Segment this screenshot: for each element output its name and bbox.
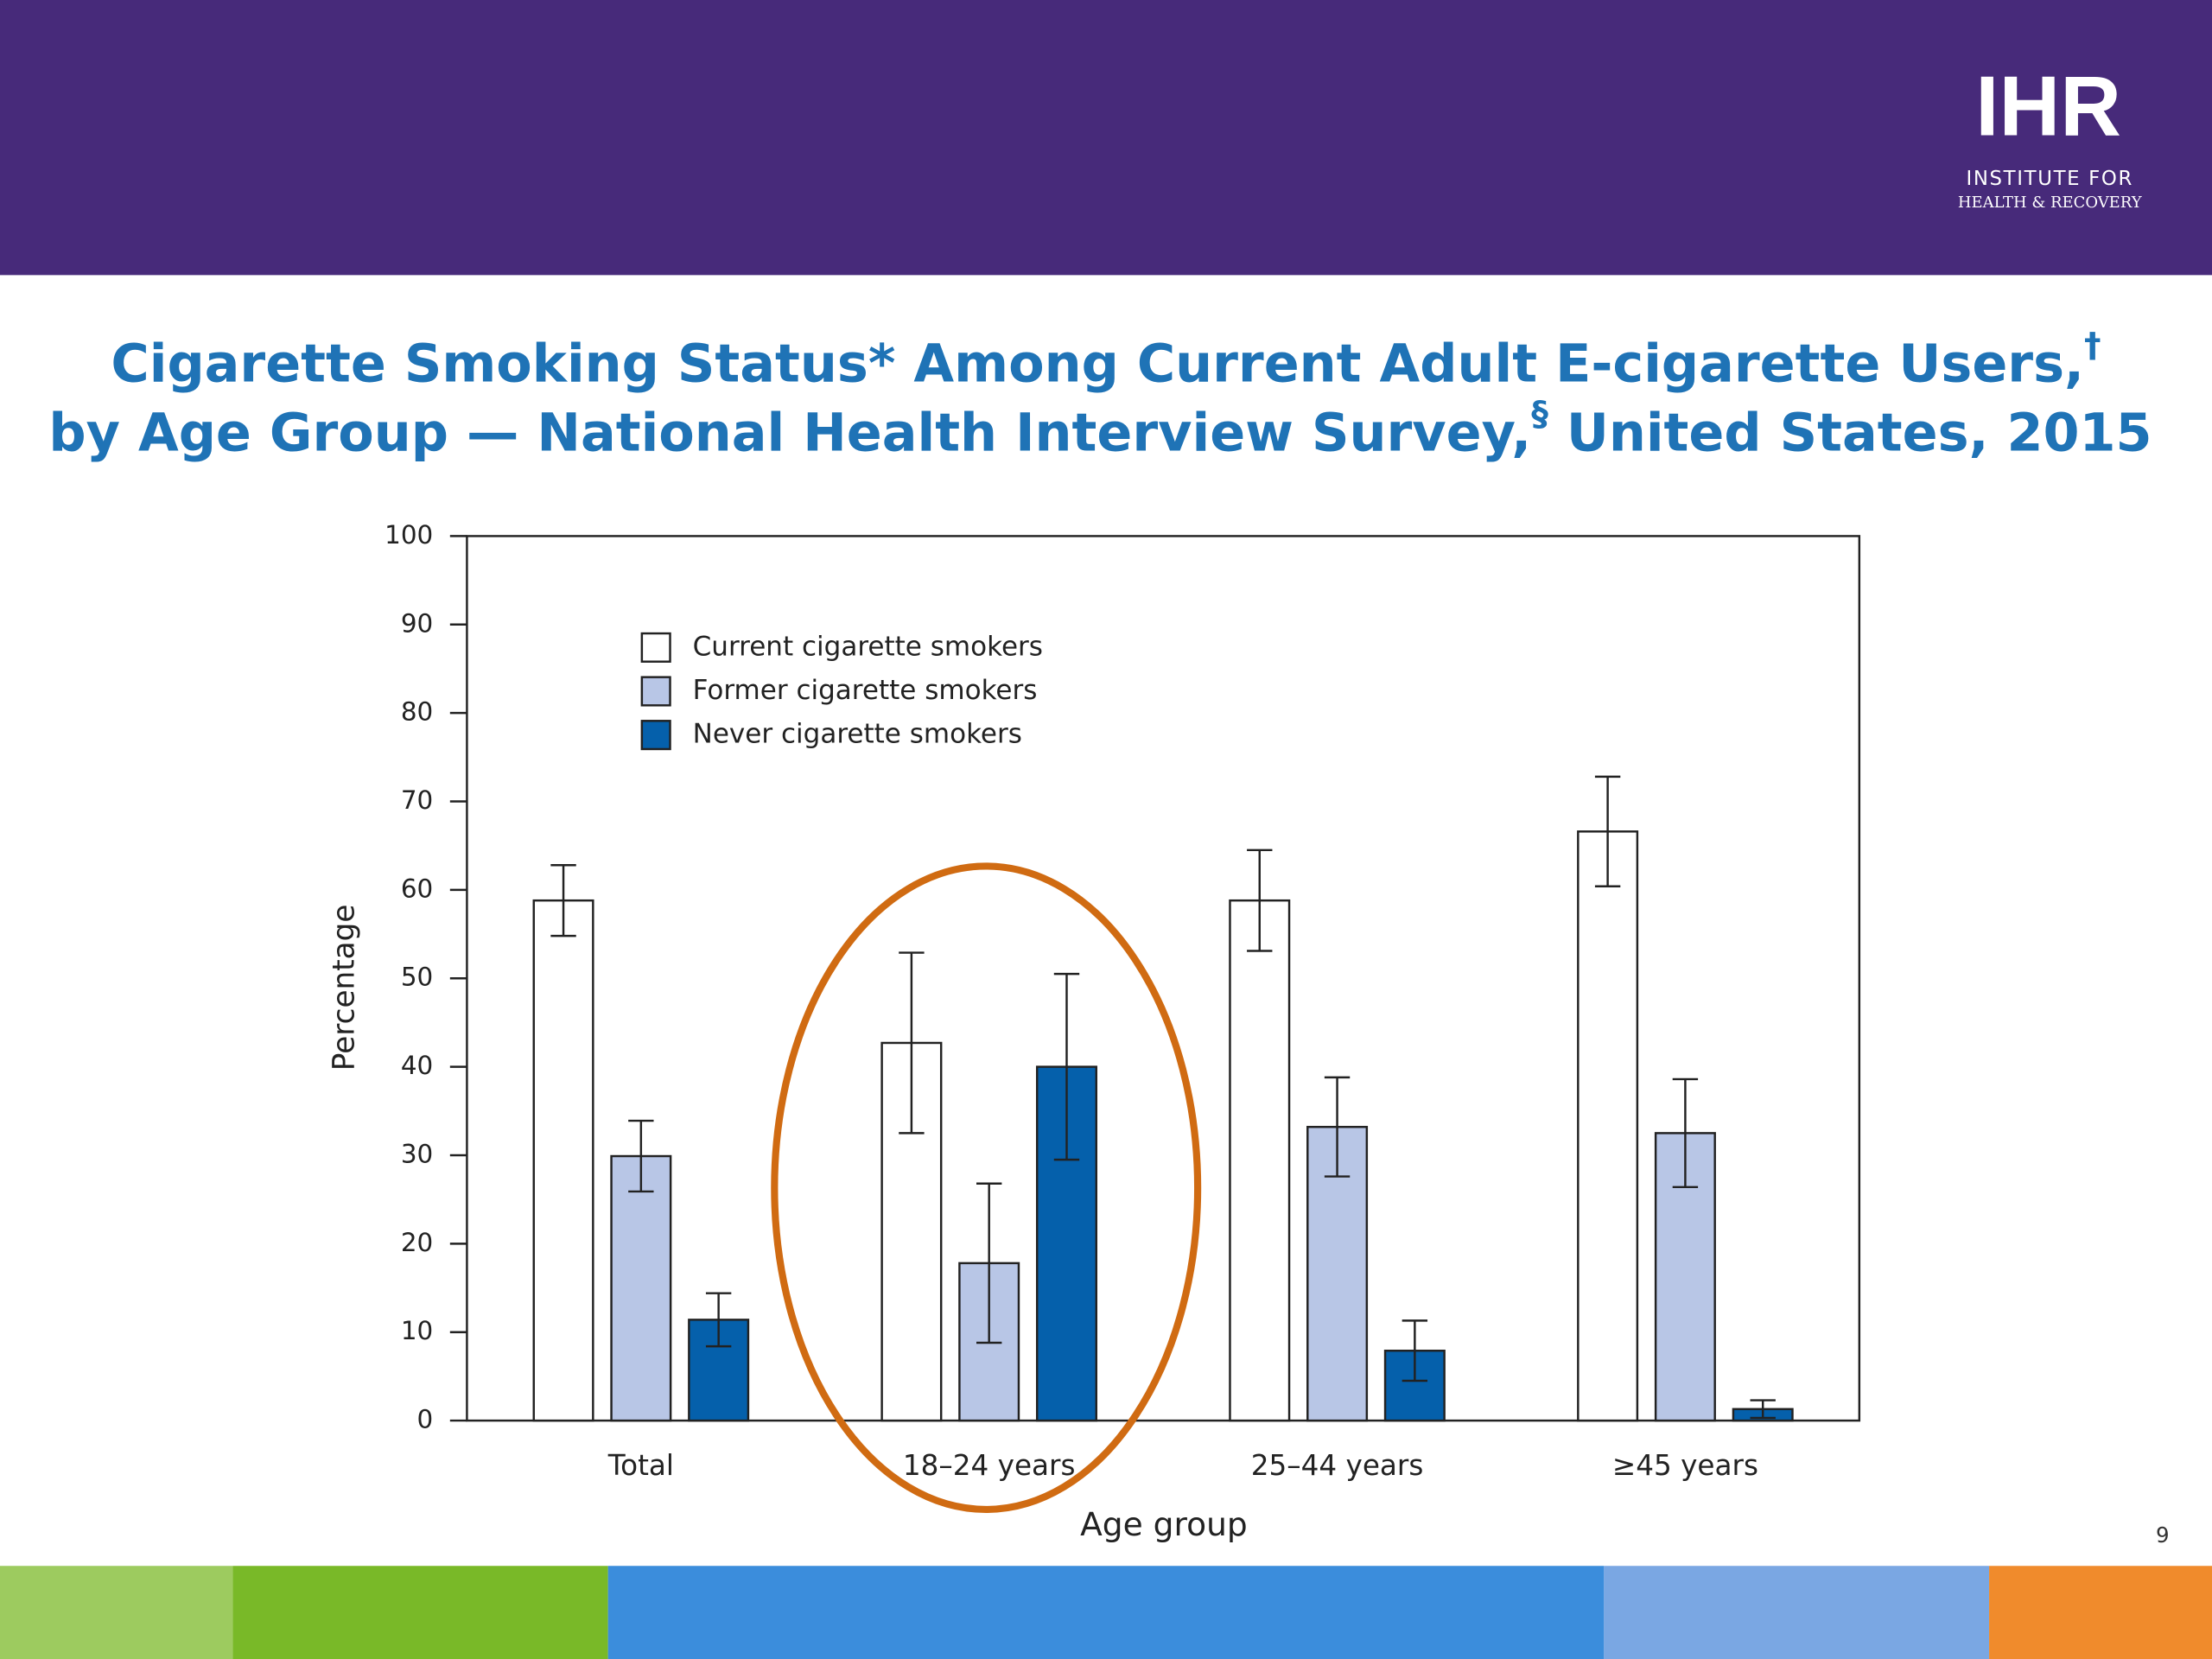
logo-mark: IHR xyxy=(1975,58,2121,153)
footer-segment xyxy=(0,1566,233,1659)
title-text: Cigarette Smoking Status* Among Current … xyxy=(111,334,2084,394)
legend-label: Current cigarette smokers xyxy=(693,631,1043,662)
x-axis-label: Age group xyxy=(1080,1505,1248,1543)
title-text: by Age Group — National Health Interview… xyxy=(48,403,1531,463)
y-tick-label: 10 xyxy=(401,1316,433,1345)
y-tick-label: 20 xyxy=(401,1228,433,1257)
bar xyxy=(1229,899,1291,1422)
y-tick-label: 90 xyxy=(401,608,433,638)
chart-title: Cigarette Smoking Status* Among Current … xyxy=(111,326,2101,394)
logo-line: INSTITUTE FOR xyxy=(1966,168,2133,190)
bar xyxy=(1035,1065,1097,1422)
legend-swatch xyxy=(640,720,671,751)
y-tick-label: 30 xyxy=(401,1139,433,1168)
page-number: 9 xyxy=(2156,1522,2170,1548)
plot-frame xyxy=(466,535,1861,1422)
y-tick-label: 100 xyxy=(385,520,433,550)
x-tick-label: ≥45 years xyxy=(1612,1449,1758,1482)
y-tick-label: 80 xyxy=(401,697,433,727)
footer-segment xyxy=(1604,1566,1990,1659)
x-tick-label: 18–24 years xyxy=(903,1449,1076,1482)
footer-bar xyxy=(0,1566,2212,1659)
title-sup: § xyxy=(1531,395,1548,434)
x-tick-label: 25–44 years xyxy=(1251,1449,1424,1482)
title-text: United States, 2015 xyxy=(1548,403,2152,463)
legend-label: Former cigarette smokers xyxy=(693,675,1038,706)
y-tick-label: 0 xyxy=(417,1405,434,1434)
x-tick-label: Total xyxy=(607,1449,674,1482)
footer-segment xyxy=(607,1566,1605,1659)
logo-line: HEALTH & RECOVERY xyxy=(1958,194,2142,212)
header-band xyxy=(0,0,2212,276)
y-tick-label: 60 xyxy=(401,874,433,903)
footer-segment xyxy=(1989,1566,2212,1659)
footer-segment xyxy=(232,1566,608,1659)
legend-swatch xyxy=(640,676,671,707)
legend-label: Never cigarette smokers xyxy=(693,719,1022,750)
bar xyxy=(610,1154,672,1422)
y-axis-label: Percentage xyxy=(327,904,361,1071)
legend-swatch xyxy=(640,632,671,663)
bar xyxy=(1577,830,1639,1422)
bar xyxy=(532,899,594,1422)
highlight-ellipse xyxy=(771,862,1202,1514)
y-tick-label: 70 xyxy=(401,785,433,815)
chart-title: by Age Group — National Health Interview… xyxy=(48,395,2152,463)
y-tick-label: 40 xyxy=(401,1051,433,1080)
title-sup: † xyxy=(2084,326,2101,365)
y-tick-label: 50 xyxy=(401,963,433,992)
